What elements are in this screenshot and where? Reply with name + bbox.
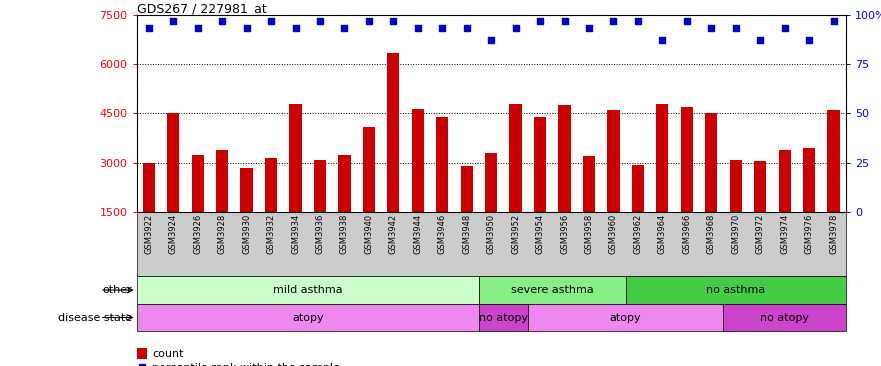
Point [411,26,425,31]
Bar [656,104,669,262]
Bar [314,160,326,262]
Text: mild asthma: mild asthma [273,285,343,295]
Point [313,18,327,23]
Point [778,26,792,31]
Point [508,26,522,31]
Point [606,18,620,23]
Bar [338,154,351,262]
Point [187,314,201,320]
Point [802,37,816,43]
Text: no atopy: no atopy [479,313,528,322]
Point [190,26,204,31]
Text: atopy: atopy [292,313,323,322]
Point [680,18,694,23]
Point [386,18,400,23]
Text: disease state: disease state [58,313,132,322]
Point [362,18,376,23]
Bar [729,160,742,262]
Point [460,26,474,31]
Text: no asthma: no asthma [706,285,766,295]
Bar [827,110,840,262]
Bar [528,304,723,331]
Bar [191,154,204,262]
Bar [167,113,180,262]
Point [826,18,840,23]
Point [533,18,547,23]
Bar [436,117,448,262]
Point [729,26,743,31]
Bar [289,104,301,262]
Bar [607,110,619,262]
Bar [479,276,626,304]
Bar [485,153,497,262]
Point [264,18,278,23]
Bar [388,52,399,262]
Point [631,18,645,23]
Text: severe asthma: severe asthma [511,285,594,295]
Point [484,37,498,43]
Bar [803,148,815,262]
Text: GDS267 / 227981_at: GDS267 / 227981_at [137,1,266,15]
Point [704,26,718,31]
Point [215,18,229,23]
Bar [363,127,375,262]
Point [435,26,449,31]
Bar [559,105,571,262]
Bar [461,166,473,262]
Bar [137,304,479,331]
Bar [241,168,253,262]
Bar [216,150,228,262]
Bar [411,108,424,262]
Point [167,18,181,23]
Point [753,37,767,43]
Bar [509,104,522,262]
Text: percentile rank within the sample: percentile rank within the sample [152,363,340,366]
Bar [779,150,791,262]
Bar [705,113,717,262]
Bar [632,165,644,262]
Point [240,26,254,31]
Text: atopy: atopy [610,313,641,322]
Bar [754,161,766,262]
Bar [723,304,846,331]
Bar [137,276,479,304]
Bar [479,304,528,331]
Text: other: other [102,285,132,295]
Point [337,26,352,31]
Point [582,26,596,31]
Point [655,37,670,43]
Point [558,18,572,23]
Bar [583,156,595,262]
Text: no atopy: no atopy [760,313,809,322]
Bar [265,158,278,262]
Text: count: count [152,348,184,359]
Point [288,26,302,31]
Point [142,26,156,31]
Bar [681,107,693,262]
Bar [534,117,546,262]
Bar [143,163,155,262]
Bar [626,276,846,304]
